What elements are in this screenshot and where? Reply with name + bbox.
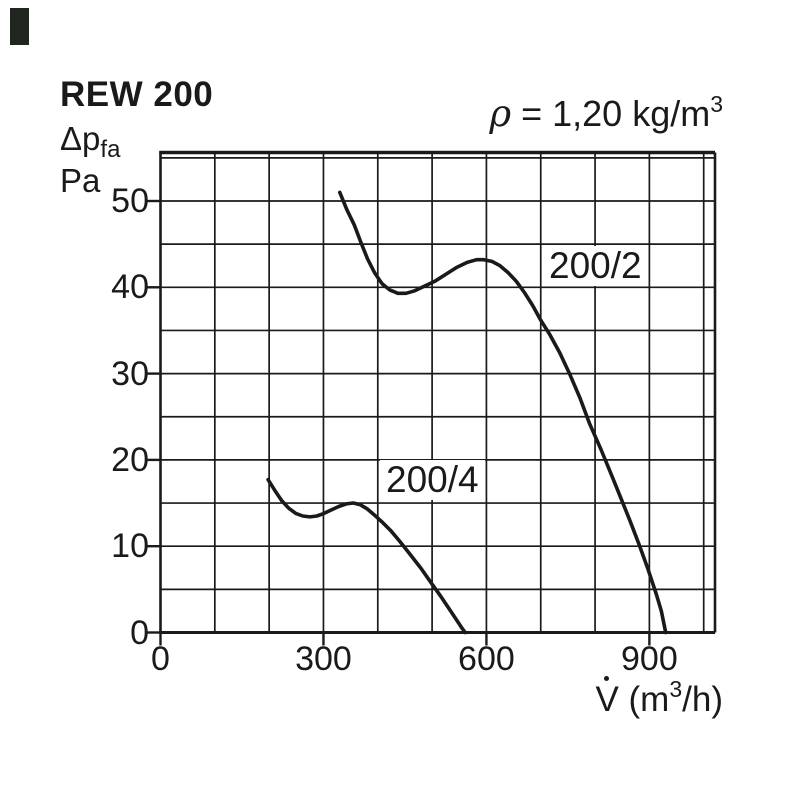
- density-equation: = 1,20 kg/m: [511, 93, 711, 134]
- curve-label-200-4: 200/4: [380, 460, 485, 500]
- flow-symbol: V: [595, 676, 619, 719]
- curve-label-200-2: 200/2: [543, 246, 648, 286]
- x-axis-tick-label: 300: [295, 640, 352, 678]
- y-axis-tick-label: 30: [111, 354, 149, 393]
- density-exponent: 3: [710, 91, 723, 117]
- y-axis-quantity-label: Δpfa: [60, 120, 120, 162]
- flow-unit-open: (m: [618, 680, 670, 719]
- flow-unit-close: /h): [682, 680, 723, 719]
- flow-exponent: 3: [669, 676, 683, 702]
- page-title: REW 200: [60, 75, 214, 114]
- y-axis-tick-label: 40: [111, 268, 149, 307]
- rho-symbol: ρ: [489, 92, 512, 135]
- x-axis-tick-label: 900: [621, 640, 678, 678]
- delta-p-symbol: Δp: [60, 120, 101, 157]
- y-axis-tick-label: 0: [130, 613, 149, 652]
- y-axis-tick-label: 20: [111, 440, 149, 479]
- x-axis-tick-label: 0: [151, 640, 170, 678]
- plot-frame: [159, 150, 717, 634]
- delta-p-subscript: fa: [100, 136, 121, 163]
- y-axis-tick-label: 10: [111, 527, 149, 566]
- axis-ticks: [147, 199, 651, 646]
- overdot-icon: [604, 676, 610, 681]
- curve-200-2: [338, 190, 668, 635]
- density-annotation: ρ = 1,20 kg/m3: [489, 91, 723, 135]
- grid-lines: [160, 152, 715, 633]
- x-axis-tick-label: 600: [458, 640, 515, 678]
- y-axis-unit-label: Pa: [60, 162, 101, 199]
- curve-200-4: [266, 477, 467, 635]
- scan-corner-mark: [10, 8, 29, 45]
- y-axis-tick-label: 50: [111, 182, 149, 220]
- x-axis-title: V (m3/h): [595, 676, 723, 719]
